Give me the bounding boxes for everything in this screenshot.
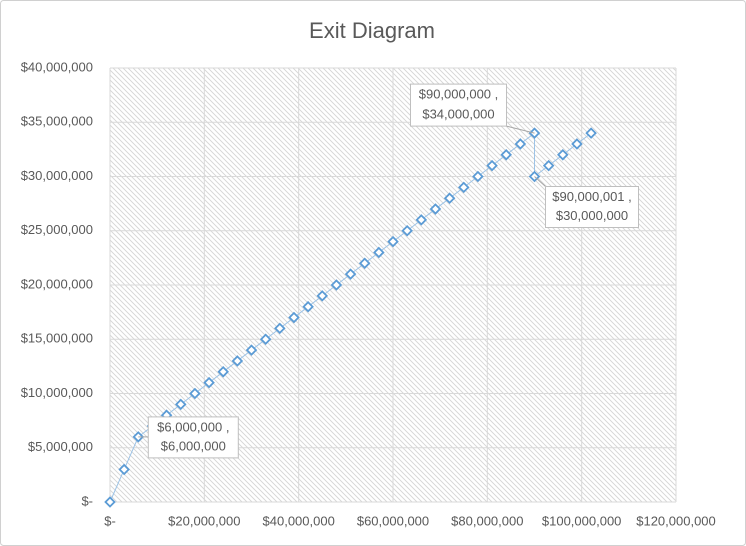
- x-tick-label: $60,000,000: [357, 513, 429, 528]
- y-tick-label: $5,000,000: [28, 439, 93, 454]
- leader-line: [534, 176, 546, 187]
- data-label-y: $6,000,000: [161, 438, 226, 453]
- marker: [288, 311, 300, 324]
- marker: [274, 322, 286, 335]
- y-tick-label: $40,000,000: [21, 59, 93, 74]
- x-tick-label: $100,000,000: [542, 513, 622, 528]
- chart-title: Exit Diagram: [309, 18, 435, 43]
- leader-line: [506, 125, 535, 134]
- marker: [174, 398, 187, 411]
- marker: [472, 170, 484, 183]
- data-label-x: $6,000,000 ,: [157, 419, 229, 434]
- y-tick-label: $-: [81, 493, 93, 508]
- marker: [571, 138, 583, 150]
- marker: [104, 496, 116, 508]
- marker: [500, 149, 512, 161]
- marker: [429, 203, 442, 215]
- x-tick-label: $40,000,000: [263, 513, 335, 528]
- marker: [302, 300, 314, 313]
- marker: [316, 290, 329, 302]
- y-tick-label: $15,000,000: [21, 331, 93, 346]
- marker: [373, 246, 385, 259]
- label-box: [410, 83, 507, 127]
- marker: [330, 279, 343, 291]
- x-tick-label: $120,000,000: [636, 513, 716, 528]
- marker: [557, 149, 569, 161]
- marker: [486, 159, 498, 172]
- marker: [189, 387, 201, 400]
- marker: [387, 235, 399, 248]
- marker: [401, 224, 413, 237]
- y-tick-label: $20,000,000: [21, 276, 93, 291]
- data-label-x: $90,000,000 ,: [419, 87, 499, 102]
- marker: [415, 214, 428, 226]
- marker: [203, 376, 215, 389]
- marker: [245, 344, 258, 356]
- data-label-y: $30,000,000: [556, 208, 628, 223]
- marker: [443, 192, 456, 204]
- marker: [259, 333, 272, 346]
- marker: [231, 355, 244, 367]
- marker: [118, 463, 130, 476]
- y-tick-label: $35,000,000: [21, 114, 93, 129]
- label-box: [545, 186, 639, 228]
- y-tick-label: $30,000,000: [21, 168, 93, 183]
- marker: [542, 159, 555, 172]
- label-box: [147, 416, 239, 459]
- x-tick-label: $-: [104, 513, 116, 528]
- x-tick-label: $20,000,000: [168, 513, 240, 528]
- marker: [514, 138, 527, 150]
- marker: [585, 127, 597, 139]
- marker: [358, 257, 371, 270]
- data-label-y: $34,000,000: [422, 107, 494, 122]
- marker: [344, 268, 357, 280]
- data-label-x: $90,000,001 ,: [552, 189, 632, 204]
- marker: [217, 366, 229, 378]
- marker: [457, 181, 470, 194]
- y-tick-label: $10,000,000: [21, 385, 93, 400]
- y-tick-label: $25,000,000: [21, 222, 93, 237]
- x-tick-label: $80,000,000: [451, 513, 523, 528]
